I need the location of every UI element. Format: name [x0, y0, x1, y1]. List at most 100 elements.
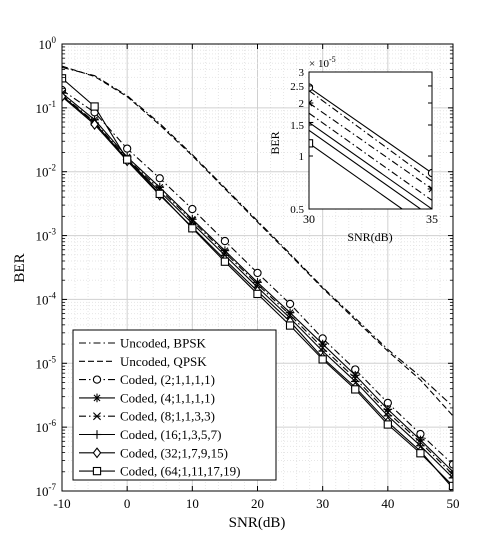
x-tick-label: 20 — [251, 496, 264, 511]
legend-entry: Coded, (32;1,7,9,15) — [79, 445, 228, 460]
inset-series-6 — [309, 129, 422, 209]
legend-marker — [93, 412, 101, 421]
series-point — [155, 174, 164, 183]
main-x-axis-label: SNR(dB) — [229, 515, 286, 531]
inset-chart: 30 35 0.5 1 1.5 2 2.5 3 × 10-5 SNR(dB) BER — [268, 55, 438, 244]
inset-ticks: 30 35 0.5 1 1.5 2 2.5 3 — [290, 67, 438, 226]
inset-y-tick-label: 2.5 — [290, 81, 304, 93]
legend-entry: Coded, (16;1,3,5,7) — [79, 427, 221, 442]
legend-entry: Coded, (2;1,1,1,1) — [79, 372, 215, 387]
inset-series-line — [309, 90, 432, 182]
series-line — [62, 66, 453, 407]
series-point — [318, 355, 327, 364]
series-point — [253, 289, 262, 299]
main-series-layer — [62, 65, 453, 491]
y-tick-label: 100 — [39, 35, 57, 52]
inset-series-point — [309, 118, 314, 127]
x-tick-label: -10 — [53, 496, 70, 511]
legend-box — [72, 329, 277, 481]
legend-label: Coded, (64;1,11,17,19) — [120, 464, 240, 479]
inset-series-line — [309, 122, 432, 209]
y-tick-label: 10-6 — [36, 418, 57, 435]
inset-series-2 — [309, 90, 432, 182]
series-2 — [62, 65, 453, 417]
legend-marker — [92, 447, 102, 459]
legend-marker — [92, 393, 102, 403]
series-point — [90, 118, 99, 131]
series-point — [220, 236, 230, 246]
y-tick-label: 10-3 — [36, 227, 57, 244]
legend-label: Coded, (4;1,1,1,1) — [120, 390, 215, 405]
series-point — [62, 91, 67, 103]
legend-label: Coded, (32;1,7,9,15) — [120, 445, 228, 460]
series-point — [220, 257, 230, 266]
inset-y-tick-label: 0.5 — [290, 204, 304, 216]
series-point — [351, 385, 360, 394]
x-tick-label: 50 — [447, 496, 460, 511]
inset-y-tick-label: 3 — [299, 67, 305, 79]
inset-series-4 — [309, 112, 432, 201]
legend-marker — [92, 375, 102, 384]
main-ticks: -10 0 10 20 30 40 50 100 10-1 10-2 10-3 10-4 10-5 10-… — [36, 35, 460, 511]
series-point — [253, 268, 262, 278]
inset-series-line — [309, 87, 432, 174]
inset-x-tick-label: 30 — [303, 212, 315, 226]
series-8 — [62, 74, 453, 491]
y-tick-label: 10-2 — [36, 163, 57, 180]
legend-label: Uncoded, BPSK — [120, 336, 207, 351]
inset-series-line — [309, 102, 432, 190]
inset-series-line — [309, 129, 422, 209]
legend-label: Uncoded, QPSK — [120, 354, 207, 369]
legend-marker — [92, 430, 102, 439]
inset-series-7 — [309, 139, 404, 209]
inset-series-5 — [309, 118, 432, 209]
series-point — [155, 189, 164, 199]
inset-series-line — [309, 112, 432, 201]
inset-y-tick-label: 1 — [299, 151, 305, 163]
series-point — [416, 449, 425, 458]
inset-plot-frame — [308, 71, 433, 210]
legend-entry: Coded, (64;1,11,17,19) — [79, 464, 240, 479]
series-line — [62, 65, 453, 417]
series-point — [253, 278, 262, 287]
series-point — [123, 144, 132, 153]
series-point — [449, 470, 453, 479]
main-y-axis-label: BER — [12, 253, 28, 282]
series-point — [383, 420, 392, 429]
x-tick-label: 40 — [381, 496, 394, 511]
x-tick-label: 0 — [124, 496, 131, 511]
legend: Uncoded, BPSK Uncoded, QPSK Coded, (2;1,1,… — [72, 329, 277, 481]
series-point — [285, 299, 295, 309]
y-tick-label: 10-5 — [36, 354, 57, 371]
inset-y-tick-label: 2 — [299, 98, 305, 110]
legend-entry: Coded, (8;1,1,3,3) — [79, 409, 215, 424]
y-tick-label: 10-7 — [36, 482, 57, 499]
series-point — [188, 204, 197, 214]
series-point — [285, 321, 295, 330]
legend-label: Coded, (16;1,3,5,7) — [120, 427, 221, 442]
y-tick-label: 10-4 — [36, 290, 57, 307]
series-1 — [62, 66, 453, 407]
y-tick-label: 10-1 — [36, 99, 57, 116]
legend-marker — [92, 466, 102, 476]
series-point — [448, 473, 453, 483]
inset-series-layer — [309, 83, 432, 209]
legend-label: Coded, (2;1,1,1,1) — [120, 372, 215, 387]
legend-entry: Coded, (4;1,1,1,1) — [79, 390, 215, 405]
inset-series-line — [309, 142, 404, 209]
inset-y-axis-label: BER — [268, 131, 282, 154]
series-point — [188, 224, 197, 233]
inset-series-point — [427, 184, 432, 194]
inset-plot-area — [308, 71, 433, 210]
inset-series-point — [309, 139, 314, 148]
inset-x-tick-label: 35 — [426, 212, 438, 226]
series-point — [90, 102, 99, 111]
series-point — [123, 155, 132, 164]
inset-x-axis-label: SNR(dB) — [347, 230, 392, 244]
inset-series-1 — [309, 83, 432, 178]
inset-y-multiplier: × 10-5 — [309, 55, 336, 70]
legend-entry: Uncoded, QPSK — [79, 354, 207, 369]
legend-entry: Uncoded, BPSK — [79, 336, 207, 351]
inset-y-tick-label: 1.5 — [290, 120, 304, 132]
